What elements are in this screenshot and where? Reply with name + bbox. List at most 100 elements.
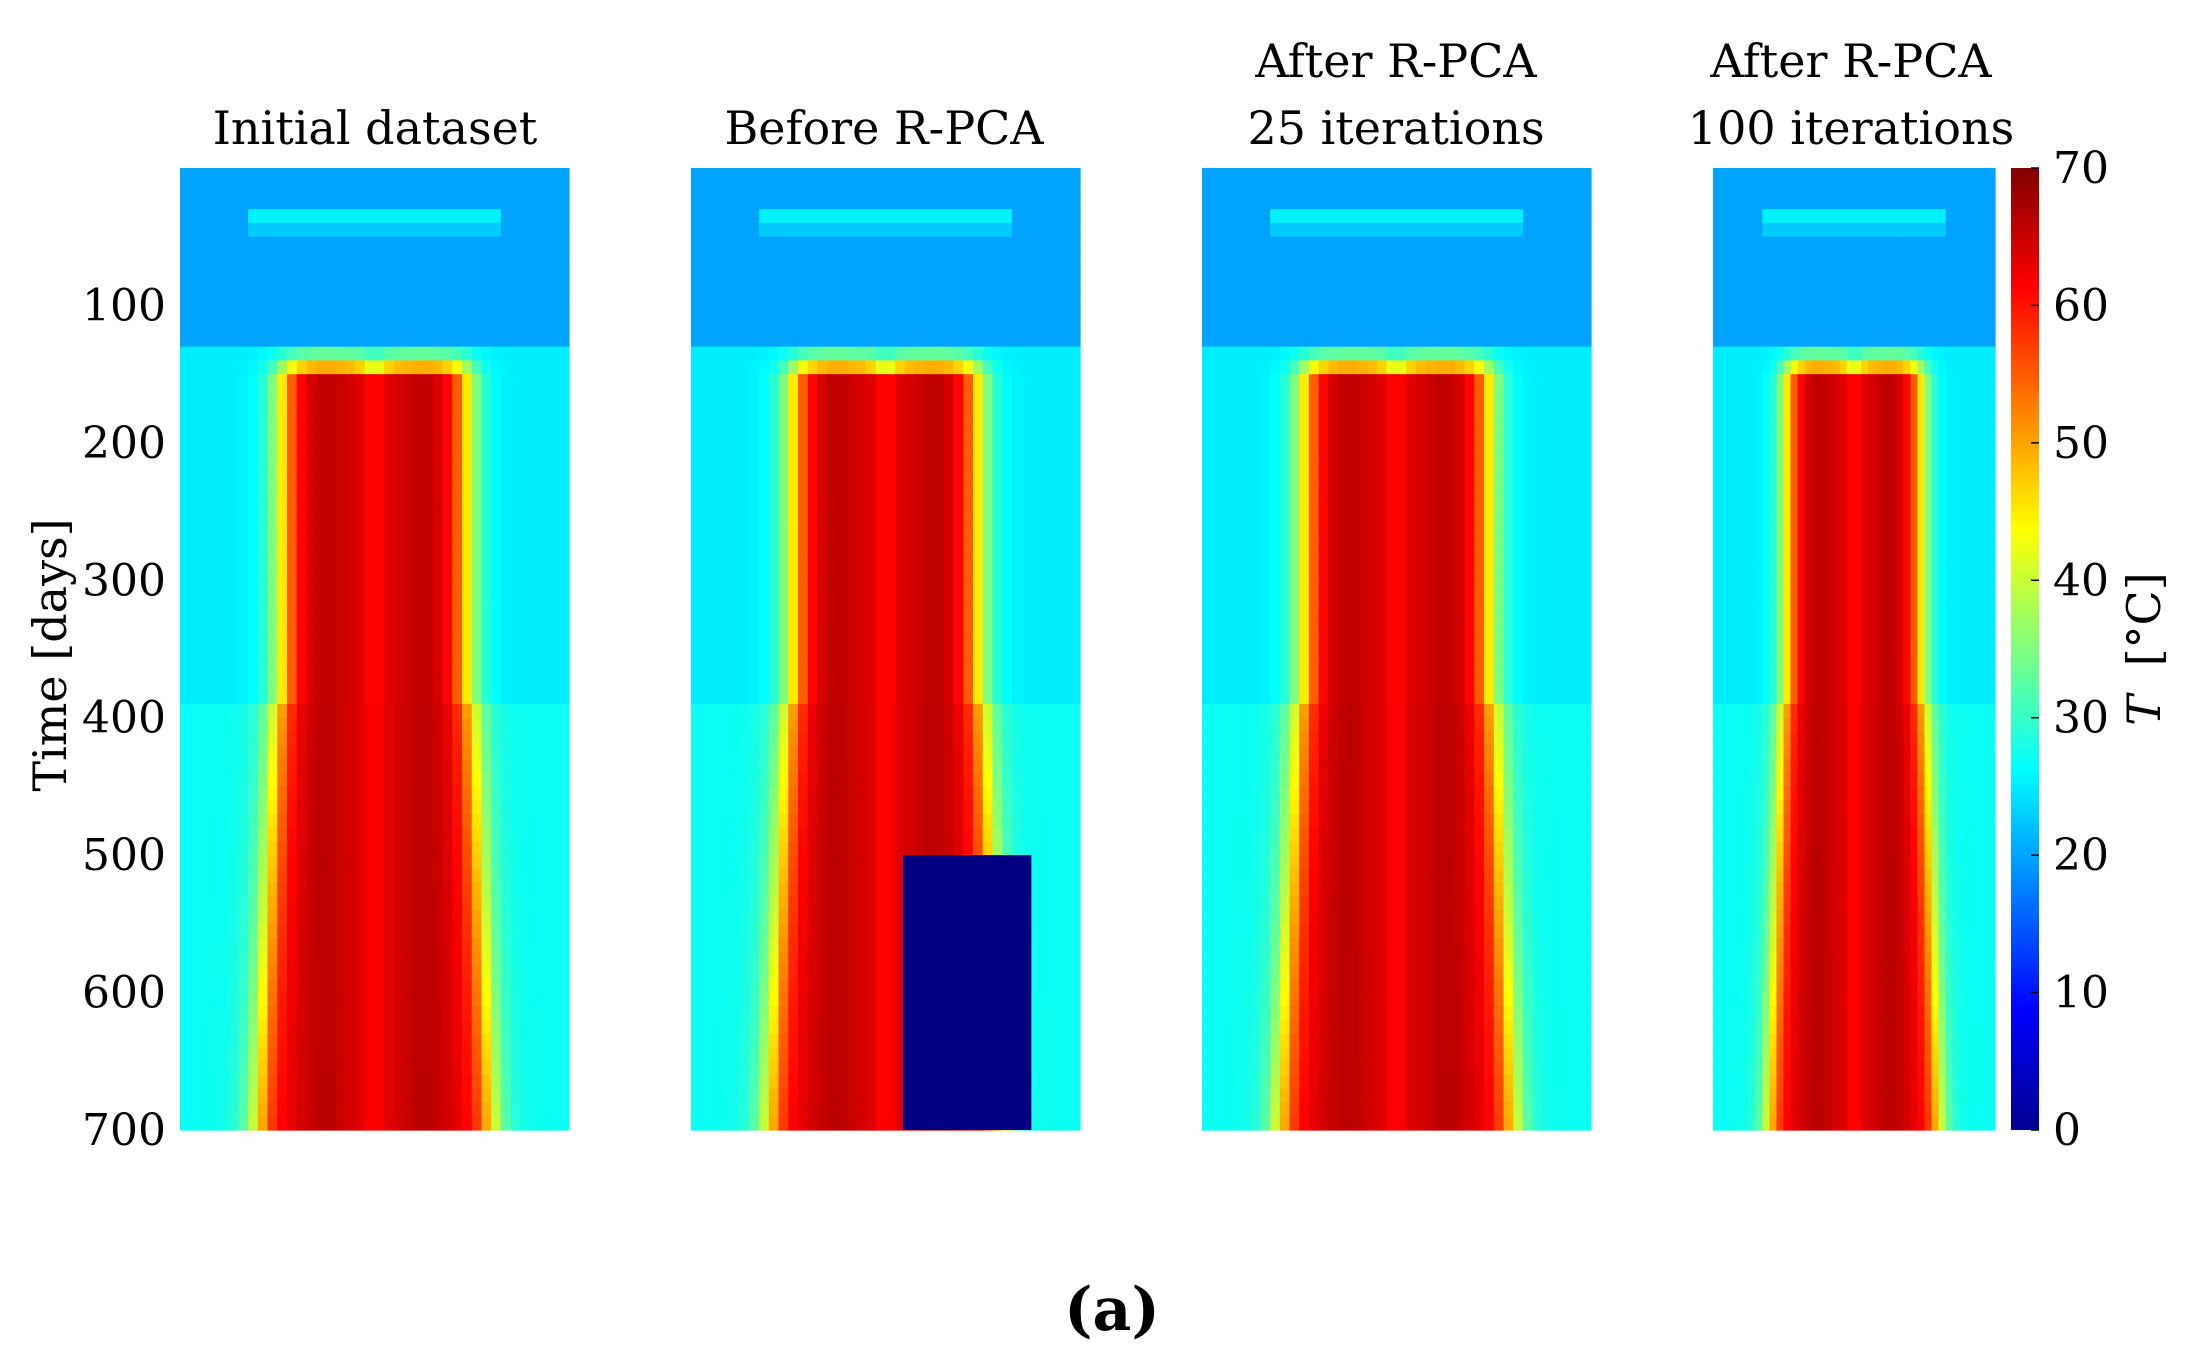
heatmap-cell [277, 882, 288, 897]
heatmap-cell [836, 896, 848, 911]
heatmap-cell [992, 484, 1003, 499]
heatmap-cell [1002, 717, 1013, 733]
heatmap-cell [355, 717, 366, 733]
heatmap-cell [520, 937, 531, 952]
heatmap-cell [982, 635, 994, 650]
heatmap-cell [500, 346, 512, 361]
heatmap-cell [462, 539, 473, 554]
heatmap-cell [904, 786, 916, 801]
heatmap-cell [788, 745, 799, 760]
heatmap-cell [355, 236, 366, 252]
heatmap-cell [374, 374, 385, 389]
heatmap-cell [257, 264, 269, 279]
heatmap-cell [491, 552, 502, 568]
heatmap-cell [520, 758, 531, 774]
heatmap-cell [768, 649, 780, 664]
heatmap-cell [374, 635, 385, 650]
heatmap-cell [895, 841, 906, 856]
heatmap-cell [530, 745, 541, 760]
heatmap-cell [559, 222, 570, 238]
heatmap-cell [1060, 429, 1071, 444]
heatmap-cell [1070, 305, 1081, 320]
heatmap-cell [500, 319, 512, 334]
heatmap-cell [423, 758, 434, 774]
heatmap-cell [963, 676, 974, 691]
heatmap-cell [797, 209, 809, 224]
heatmap-cell [471, 992, 483, 1007]
heatmap-cell [559, 181, 570, 197]
heatmap-cell [442, 277, 453, 293]
heatmap-cell [982, 827, 994, 842]
heatmap-cell [982, 731, 994, 746]
heatmap-cell [992, 525, 1003, 540]
heatmap-cell [481, 566, 492, 581]
heatmap-cell [335, 374, 346, 389]
heatmap-cell [559, 291, 570, 307]
heatmap-cell [895, 649, 906, 664]
heatmap-cell [934, 649, 945, 664]
heatmap-cell [520, 346, 531, 361]
heatmap-cell [914, 525, 925, 540]
heatmap-cell [778, 580, 789, 595]
heatmap-cell [1050, 800, 1062, 815]
heatmap-cell [885, 910, 896, 925]
heatmap-cell [807, 690, 819, 705]
heatmap-cell [248, 662, 259, 678]
heatmap-cell [934, 222, 945, 238]
heatmap-cell [248, 731, 259, 746]
heatmap-cell [807, 277, 819, 293]
heatmap-cell [973, 786, 984, 801]
heatmap-cell [384, 703, 395, 719]
heatmap-cell [1060, 580, 1071, 595]
heatmap-cell [934, 181, 945, 197]
heatmap-cell [759, 181, 770, 197]
heatmap-cell [267, 360, 278, 375]
heatmap-cell [992, 552, 1003, 568]
heatmap-cell [934, 374, 945, 389]
heatmap-cell [520, 456, 531, 471]
heatmap-cell [700, 552, 712, 568]
heatmap-cell [238, 415, 249, 430]
heatmap-cell [914, 497, 925, 513]
heatmap-cell [943, 745, 955, 760]
heatmap-cell [1031, 387, 1042, 403]
heatmap-cell [885, 676, 896, 691]
heatmap-cell [355, 731, 366, 746]
heatmap-cell [1021, 374, 1032, 389]
heatmap-cell [510, 910, 521, 925]
heatmap-cell [1031, 607, 1042, 623]
heatmap-cell [296, 800, 308, 815]
heatmap-cell [189, 703, 201, 719]
heatmap-cell [788, 896, 799, 911]
heatmap-cell [827, 525, 838, 540]
heatmap-cell [1041, 841, 1052, 856]
heatmap-cell [836, 181, 848, 197]
heatmap-cell [364, 717, 376, 733]
heatmap-cell [875, 442, 887, 458]
heatmap-cell [729, 552, 741, 568]
heatmap-cell [1011, 195, 1023, 210]
heatmap-cell [1021, 277, 1032, 293]
heatmap-cell [471, 635, 483, 650]
heatmap-cell [875, 181, 887, 197]
heatmap-cell [423, 978, 434, 994]
heatmap-cell [296, 910, 308, 925]
heatmap-cell [691, 250, 702, 265]
heatmap-cell [739, 676, 750, 691]
heatmap-cell [423, 539, 434, 554]
heatmap-cell [248, 429, 259, 444]
heatmap-cell [189, 607, 201, 623]
heatmap-cell [335, 319, 346, 334]
heatmap-cell [788, 717, 799, 733]
heatmap-cell [856, 470, 867, 485]
heatmap-cell [885, 360, 896, 375]
heatmap-cell [729, 429, 741, 444]
heatmap-cell [807, 621, 819, 636]
heatmap-cell [875, 855, 887, 870]
heatmap-cell [720, 415, 731, 430]
heatmap-cell [364, 676, 376, 691]
heatmap-cell [1041, 429, 1052, 444]
heatmap-cell [739, 319, 750, 334]
heatmap-cell [973, 635, 984, 650]
heatmap-cell [296, 552, 308, 568]
